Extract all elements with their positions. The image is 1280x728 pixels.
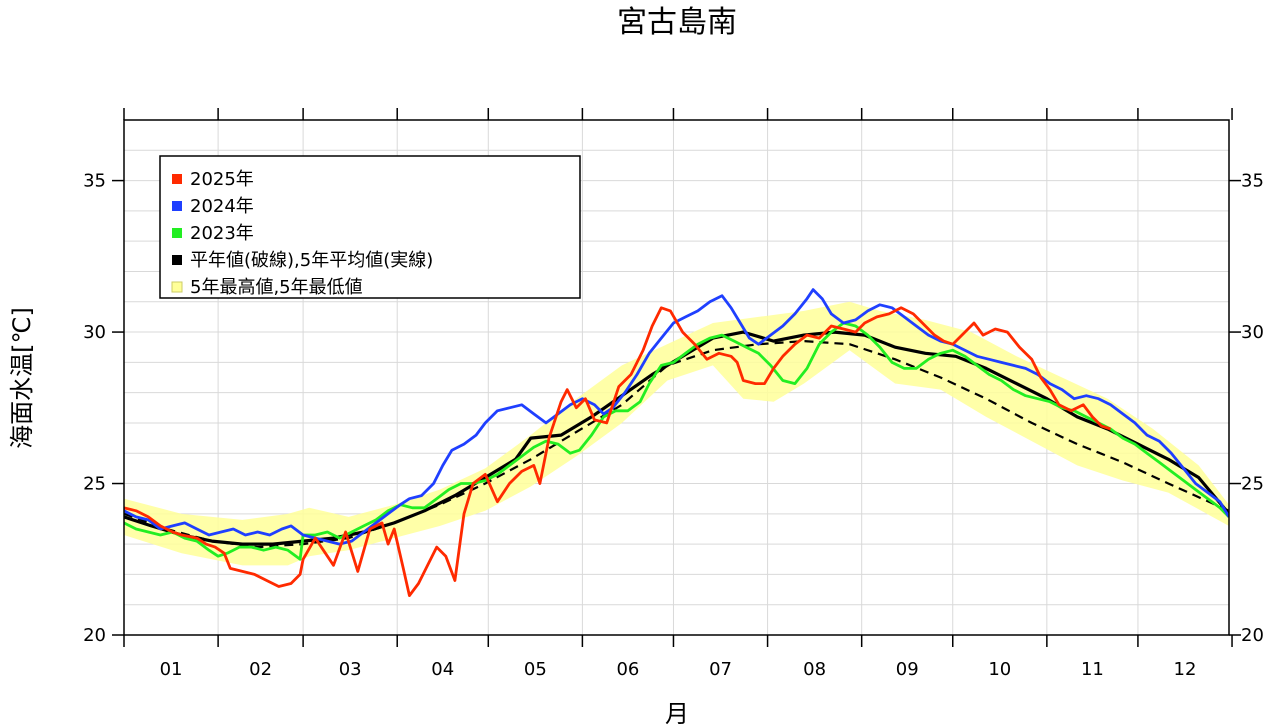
legend-swatch [172,228,182,238]
y-tick-label: 35 [83,171,106,192]
x-tick-label: 02 [249,659,272,680]
series-5yr-average [124,330,1229,546]
series-lines [124,288,1229,597]
x-tick-label: 03 [339,659,362,680]
series-2025 [124,306,1112,597]
legend-label: 2024年 [190,196,254,217]
legend-swatch [171,281,183,293]
legend-swatch [172,255,182,265]
min-max-band [124,301,1229,566]
band-min-max [124,301,1229,566]
legend-label: 平年値(破線),5年平均値(実線) [190,250,433,271]
legend-swatch [172,174,182,184]
x-tick-label: 06 [616,659,639,680]
y-tick-label-right: 30 [1241,322,1264,343]
x-tick-label: 04 [431,659,454,680]
x-axis-label: 月 [665,700,689,728]
y-tick-label: 25 [83,474,106,495]
x-tick-label: 05 [524,659,547,680]
legend-label: 2025年 [190,169,254,190]
legend-swatch [172,201,182,211]
y-axis-label: 海面水温[℃] [8,307,36,449]
y-tick-label: 30 [83,322,106,343]
legend-label: 5年最高値,5年最低値 [190,277,363,298]
legend-label: 2023年 [190,223,254,244]
x-tick-label: 09 [896,659,919,680]
x-tick-label: 08 [803,659,826,680]
axis-ticks: 20 20 25 25 30 30 35 35 01 02 03 04 05 06 07 08 09 10 11 12 [83,108,1264,680]
x-tick-label: 10 [988,659,1011,680]
plot-frame [123,119,1230,636]
series-2023 [124,321,1229,561]
x-tick-label: 12 [1174,659,1197,680]
y-tick-label-right: 35 [1241,171,1264,192]
y-tick-label: 20 [83,625,106,646]
x-tick-label: 11 [1081,659,1104,680]
x-tick-label: 07 [709,659,732,680]
chart-title: 宮古島南 [617,5,737,40]
legend-box [159,155,581,299]
y-tick-label-right: 25 [1241,474,1264,495]
y-tick-label-right: 20 [1241,625,1264,646]
x-tick-label: 01 [160,659,183,680]
